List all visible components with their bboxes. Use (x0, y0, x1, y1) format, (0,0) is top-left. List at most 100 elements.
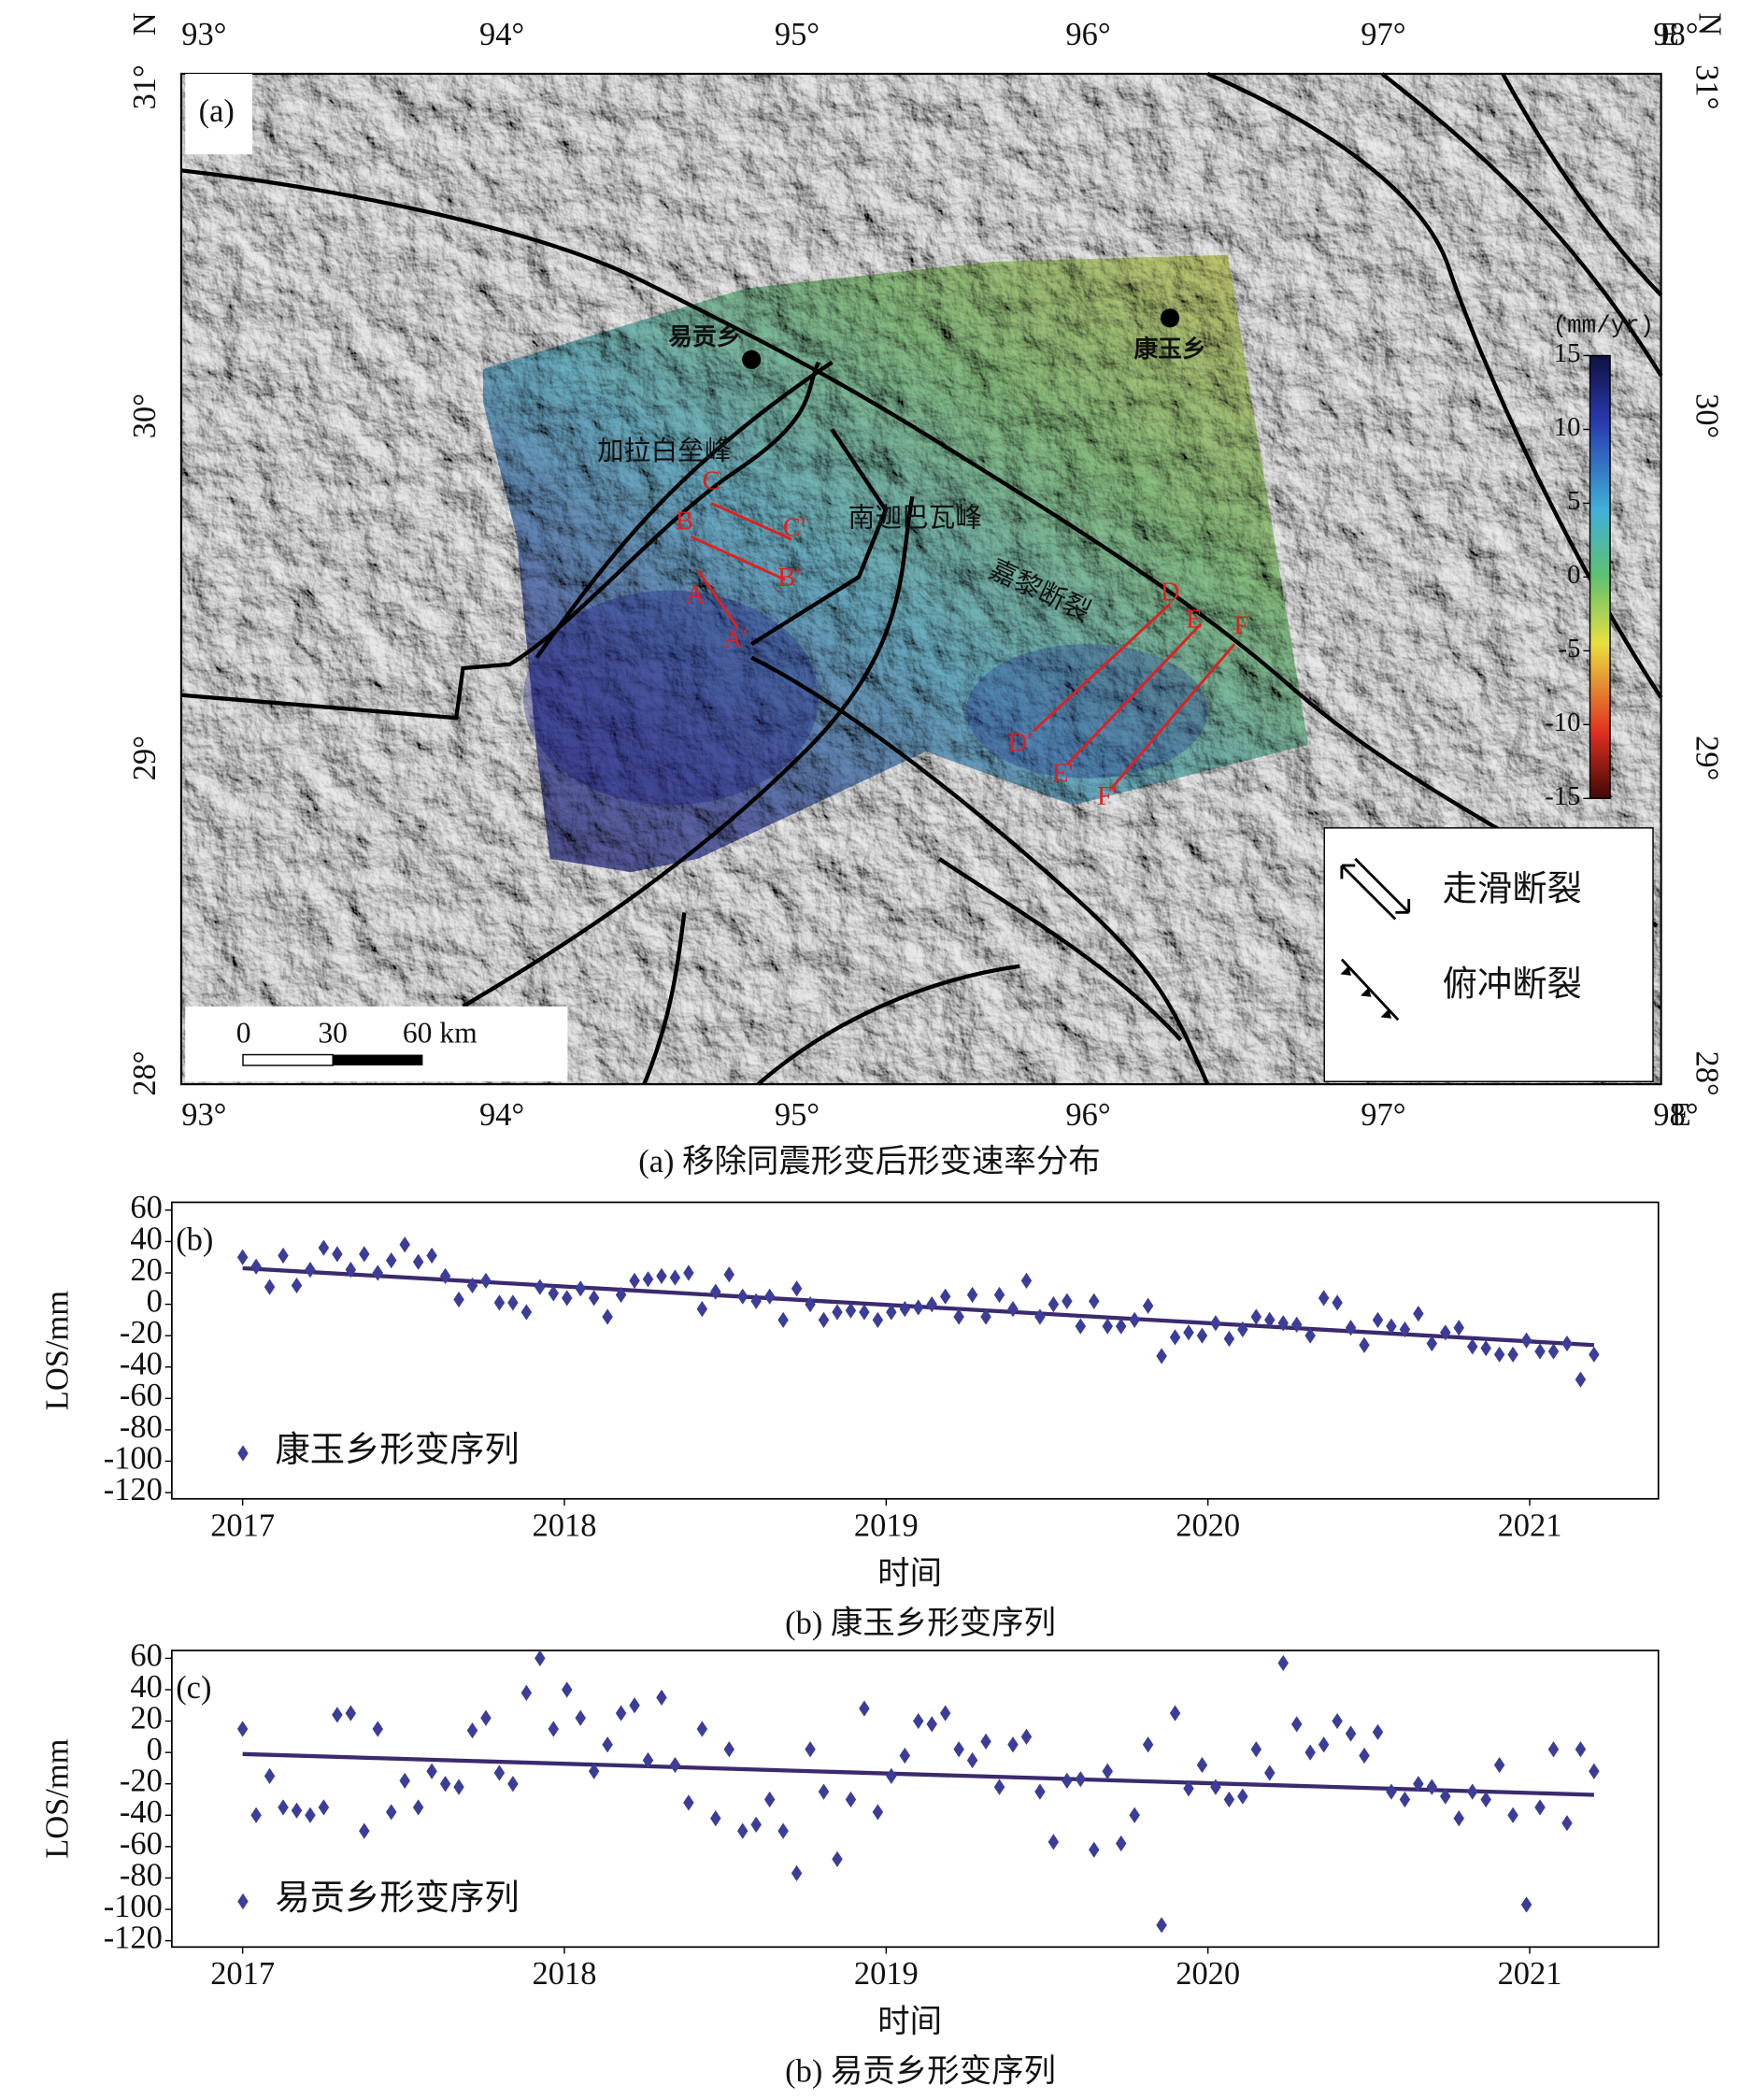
x-tick-label: 2017 (210, 1507, 275, 1543)
data-point (412, 1799, 424, 1816)
plot-frame (171, 1650, 1660, 1949)
panel-label: (b) (176, 1221, 213, 1257)
faults (180, 71, 1663, 1086)
data-point (385, 1804, 397, 1821)
map (179, 71, 1663, 1086)
data-point (264, 1767, 276, 1784)
y-tick-label: -80 (120, 1409, 163, 1445)
data-point (1413, 1776, 1424, 1793)
data-point (412, 1253, 424, 1270)
data-point (291, 1802, 303, 1819)
data-point (1007, 1301, 1019, 1318)
east-label: E (1660, 17, 1679, 52)
plot-frame (171, 1201, 1660, 1500)
data-point (1089, 1293, 1100, 1309)
data-point (1250, 1741, 1262, 1758)
data-point (602, 1736, 613, 1753)
profile-label: A' (723, 624, 748, 654)
data-point (1493, 1346, 1505, 1363)
data-point (1561, 1335, 1573, 1352)
data-point (629, 1272, 640, 1290)
y-tick-label: -40 (120, 1347, 163, 1382)
colorbar-tick-label: 5 (1567, 486, 1580, 516)
legend-label: 易贡乡形变序列 (275, 1879, 519, 1918)
data-point (278, 1799, 289, 1816)
data-point (1480, 1339, 1491, 1357)
data-point (1440, 1324, 1451, 1341)
legend-thrust-teeth (1340, 965, 1392, 1019)
lat-label: 31° (1689, 64, 1725, 109)
fault (750, 428, 889, 647)
data-point (1426, 1779, 1438, 1795)
data-point (1142, 1736, 1154, 1753)
data-point (1534, 1799, 1546, 1816)
data-point (1034, 1783, 1046, 1800)
data-point (1020, 1728, 1033, 1745)
caption: (b) 易贡乡形变序列 (785, 2054, 1056, 2090)
place-name: 康玉乡 (1133, 335, 1205, 363)
data-point (1115, 1318, 1127, 1335)
lat-label: 30° (127, 393, 163, 438)
data-point (507, 1776, 519, 1793)
data-point (1453, 1320, 1464, 1336)
lon-label: 95° (775, 1097, 820, 1133)
y-tick-label: -20 (120, 1315, 163, 1350)
data-point (359, 1246, 370, 1263)
data-point (1048, 1295, 1060, 1313)
data-point (1547, 1343, 1560, 1360)
data-point (899, 1301, 911, 1318)
data-point (1507, 1807, 1518, 1823)
map-frame (179, 72, 1662, 1086)
data-point (642, 1271, 654, 1288)
fault (462, 495, 915, 1008)
data-point (439, 1776, 451, 1793)
data-point (710, 1810, 721, 1827)
data-point (535, 1279, 546, 1295)
data-point (1345, 1320, 1357, 1336)
legend-label: 康玉乡形变序列 (275, 1431, 519, 1470)
data-point (1089, 1841, 1100, 1858)
colorbar-tick-label: -15 (1545, 781, 1580, 811)
fault (1501, 72, 1663, 297)
data-point (1359, 1336, 1370, 1353)
data-point (520, 1684, 533, 1701)
data-point (832, 1850, 843, 1867)
data-point (723, 1266, 735, 1283)
data-point (399, 1772, 410, 1789)
y-tick-label: -100 (104, 1889, 163, 1924)
place-name: 易贡乡 (668, 323, 740, 350)
profile-label: E' (1052, 758, 1074, 788)
y-tick-label: -120 (104, 1921, 163, 1956)
data-point (1129, 1807, 1140, 1823)
data-point (1520, 1896, 1532, 1913)
fault (535, 360, 834, 659)
data-point (1183, 1780, 1194, 1797)
data-point (535, 1650, 546, 1667)
data-point (250, 1258, 262, 1275)
lon-label: 93° (181, 17, 226, 52)
data-point (1318, 1736, 1330, 1753)
data-point (750, 1293, 762, 1309)
profile-line (690, 502, 1236, 791)
data-point (250, 1807, 262, 1823)
y-tick-label: -120 (104, 1472, 163, 1507)
profile-label: F (1233, 611, 1248, 641)
insar-velocity (482, 254, 1309, 873)
data-point (1386, 1783, 1397, 1800)
fault (750, 655, 1210, 1085)
lon-label: 96° (1065, 1097, 1110, 1133)
caption: (b) 康玉乡形变序列 (785, 1606, 1056, 1641)
data-point (1466, 1338, 1478, 1355)
data-point (1413, 1306, 1424, 1322)
data-point (291, 1277, 303, 1294)
place-dot (742, 350, 762, 369)
data-point (669, 1756, 681, 1774)
data-point (1534, 1343, 1546, 1360)
fault (756, 964, 1020, 1086)
lon-label: 97° (1361, 17, 1405, 52)
profile-label: C (702, 465, 720, 495)
scale-label: 30 (318, 1017, 348, 1050)
colorbar-tick-label: 10 (1554, 412, 1581, 442)
data-point (236, 1721, 249, 1737)
y-tick-label: 40 (130, 1669, 162, 1705)
